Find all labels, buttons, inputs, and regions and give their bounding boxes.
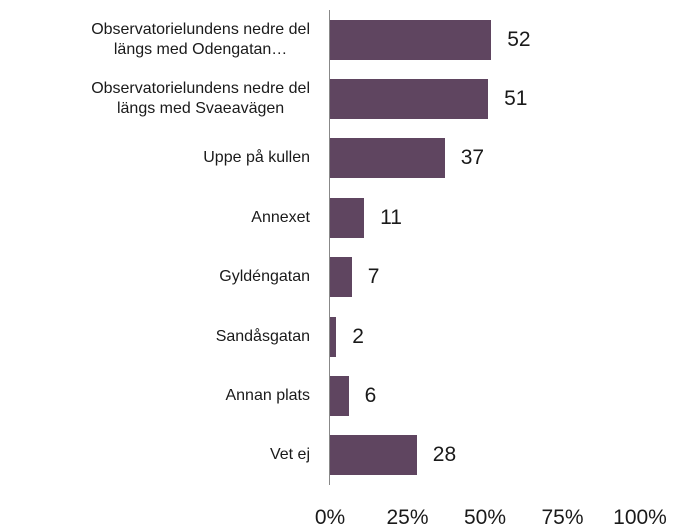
y-tick-label: Gyldéngatan: [219, 268, 310, 286]
x-tick-label: 100%: [613, 506, 667, 529]
bar: [330, 79, 489, 120]
x-tick-label: 75%: [541, 506, 584, 529]
x-tick-label: 50%: [463, 506, 507, 529]
bar: [330, 375, 349, 416]
value-label: 6: [364, 383, 377, 407]
y-tick-label: Sandåsgatan: [215, 327, 310, 345]
value-label: 51: [504, 87, 528, 111]
value-label: 11: [380, 205, 402, 229]
x-tick-label: 0%: [314, 506, 346, 529]
y-tick-label: Vet ej: [269, 446, 310, 464]
value-label: 52: [507, 27, 531, 51]
value-label: 37: [460, 146, 485, 170]
y-tick-label: Observatorielundens nedre del längs med …: [91, 20, 310, 58]
x-tick-label: 25%: [386, 506, 429, 529]
bar: [330, 197, 365, 238]
y-tick-label: Annexet: [251, 208, 310, 226]
y-tick-label: Annan plats: [225, 386, 310, 404]
bar: [330, 316, 337, 357]
bar: [330, 257, 352, 298]
y-axis-line: [329, 10, 330, 485]
value-label: 7: [367, 265, 380, 289]
value-label: 28: [432, 443, 457, 467]
bar: [330, 19, 492, 60]
y-tick-label: Uppe på kullen: [203, 149, 310, 167]
bar: [330, 138, 445, 179]
value-label: 2: [352, 324, 364, 348]
bar: [330, 435, 417, 476]
y-tick-label: Observatorielundens nedre del längs med …: [91, 80, 310, 118]
